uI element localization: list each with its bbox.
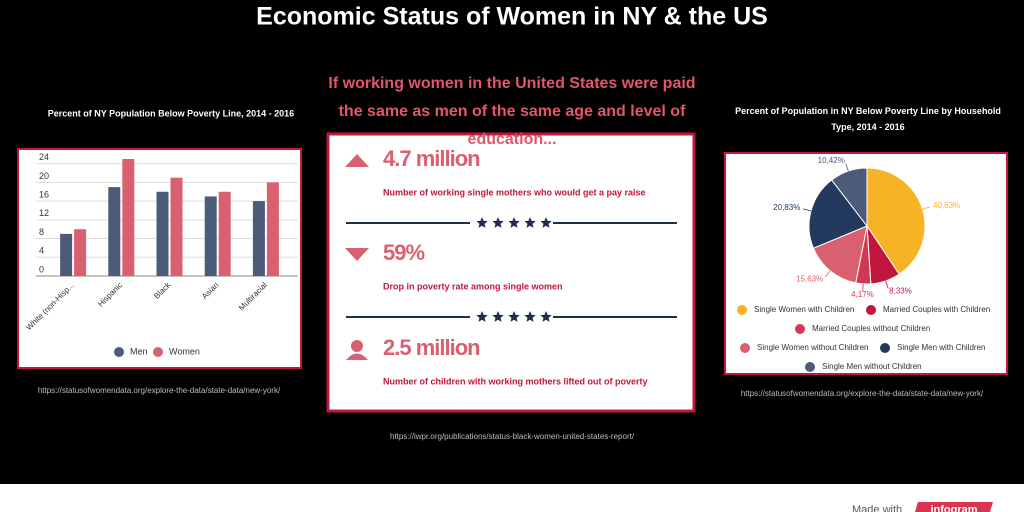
value-label: 8,33% — [889, 286, 912, 295]
legend-swatch — [805, 362, 815, 372]
y-tick-label: 24 — [39, 152, 49, 162]
legend-swatch — [153, 347, 163, 357]
legend-label: Single Women without Children — [757, 343, 868, 352]
legend-swatch — [737, 305, 747, 315]
legend-label: Men — [130, 346, 148, 356]
legend-swatch — [866, 305, 876, 315]
bar — [266, 182, 279, 276]
bar — [218, 191, 231, 276]
icon-person — [351, 340, 363, 352]
star — [508, 217, 520, 228]
y-tick-label: 16 — [39, 189, 49, 199]
chart-title: Percent of Population in NY Below Povert… — [735, 106, 1001, 132]
brand: infogram — [930, 504, 977, 512]
pie-slice — [808, 179, 868, 249]
legend-label: Women — [169, 346, 200, 356]
star — [492, 311, 504, 322]
footer-text: Made with — [852, 504, 902, 512]
bar — [170, 177, 183, 276]
icon-up — [345, 154, 369, 167]
bar — [108, 187, 121, 276]
source: https://statusofwomendata.org/explore-th… — [741, 389, 984, 398]
leader-line — [922, 206, 931, 210]
legend-label: Married Couples without Children — [812, 324, 930, 333]
stat-label: Number of working single mothers who wou… — [383, 187, 646, 197]
star — [540, 311, 552, 322]
panel-heading: If working women in the United States we… — [328, 75, 696, 148]
y-tick-label: 8 — [39, 227, 44, 237]
star — [524, 311, 536, 322]
leader-line — [885, 280, 889, 289]
y-tick-label: 12 — [39, 208, 49, 218]
y-tick-label: 0 — [39, 264, 44, 274]
chart-title: Percent of NY Population Below Poverty L… — [48, 108, 294, 118]
stat-label: Number of children with working mothers … — [383, 376, 648, 386]
bar — [252, 201, 265, 276]
legend-label: Single Men with Children — [897, 343, 986, 352]
star — [540, 217, 552, 228]
stat-value: 2.5 million — [383, 335, 480, 360]
value-label: 40,63% — [933, 201, 960, 210]
y-tick-label: 4 — [39, 246, 44, 256]
star — [524, 217, 536, 228]
bar — [204, 196, 217, 276]
stat-label: Drop in poverty rate among single women — [383, 281, 563, 291]
stat-value: 59% — [383, 240, 424, 265]
icon-down — [345, 248, 369, 261]
value-label: 10,42% — [818, 156, 845, 165]
leader-line — [845, 163, 849, 172]
y-tick-label: 20 — [39, 171, 49, 181]
icon-person — [346, 353, 368, 360]
stat-value: 4.7 million — [383, 146, 480, 171]
source: https://statusofwomendata.org/explore-th… — [38, 386, 281, 395]
leader-line — [803, 208, 812, 212]
page-title: Economic Status of Women in NY & the US — [256, 3, 768, 31]
source: https://iwpr.org/publications/status-bla… — [390, 432, 635, 441]
leader-line — [824, 270, 831, 278]
legend-label: Single Women with Children — [754, 305, 854, 314]
star — [492, 217, 504, 228]
legend-swatch — [795, 324, 805, 334]
pie-slice — [830, 167, 868, 228]
footer-bar — [0, 484, 1024, 512]
bar — [74, 229, 87, 276]
star — [476, 311, 488, 322]
legend-swatch — [740, 343, 750, 353]
star — [508, 311, 520, 322]
bar — [60, 233, 73, 276]
legend-label: Single Men without Children — [822, 362, 922, 371]
bar — [156, 191, 169, 276]
pie-slice — [812, 225, 868, 284]
legend-swatch — [880, 343, 890, 353]
legend-label: Married Couples with Children — [883, 305, 990, 314]
value-label: 4,17% — [851, 290, 874, 299]
legend-swatch — [114, 347, 124, 357]
stats-panel — [326, 132, 696, 413]
bar — [122, 159, 135, 276]
brand-badge — [915, 502, 993, 512]
value-label: 20,83% — [773, 203, 800, 212]
star — [476, 217, 488, 228]
value-label: 15,63% — [796, 274, 823, 283]
leader-line — [862, 283, 864, 292]
